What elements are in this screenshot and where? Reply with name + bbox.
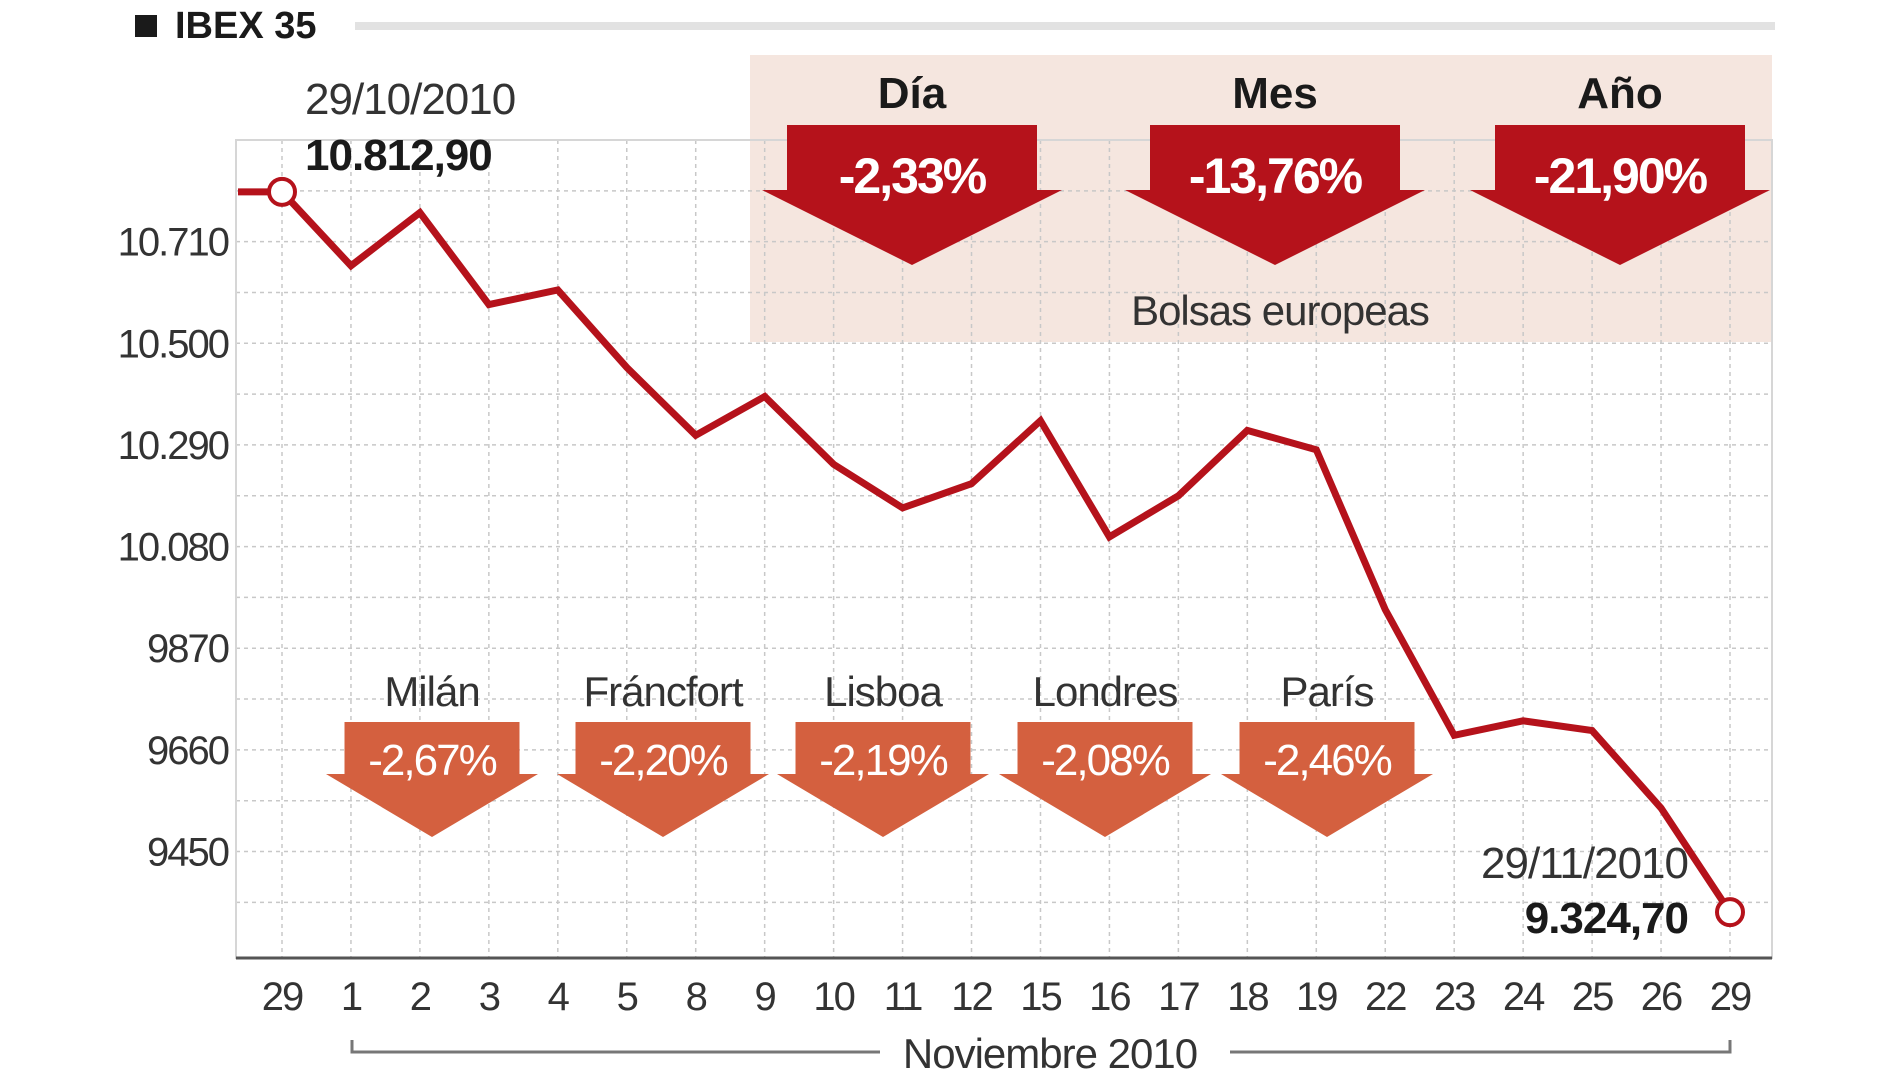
y-tick-label: 9450 — [147, 831, 229, 875]
y-tick-label: 9870 — [147, 627, 229, 671]
title-square-icon — [135, 15, 157, 37]
x-tick-label: 11 — [884, 975, 922, 1019]
market-name-label: Lisboa — [824, 668, 943, 715]
chart-grid — [236, 139, 1772, 958]
y-axis-ticks: 10.710 10.500 10.290 10.080 9870 9660 9450 — [118, 221, 231, 875]
x-tick-label: 4 — [548, 975, 570, 1019]
summary-down-arrow-icon — [1470, 125, 1770, 265]
market-name-label: Milán — [384, 668, 479, 715]
summary-down-arrow-icon — [1125, 125, 1425, 265]
x-tick-label: 17 — [1158, 975, 1199, 1019]
chart-title: IBEX 35 — [175, 5, 317, 47]
market-down-arrow-icon — [557, 722, 769, 837]
x-tick-label: 22 — [1365, 975, 1406, 1019]
summary-period-label: Mes — [1232, 69, 1318, 118]
y-tick-label: 10.080 — [118, 526, 229, 570]
market-down-arrow-icon — [777, 722, 989, 837]
x-tick-label: 18 — [1227, 975, 1268, 1019]
x-tick-label: 12 — [951, 975, 992, 1019]
x-axis-ticks: 29 1 2 3 4 5 8 9 10 11 12 15 16 17 18 19 22 23 24 25 26 29 — [262, 975, 1753, 1019]
summary-arrows: Día -2,33% Mes -13,76% Año -21,90% — [762, 69, 1770, 265]
market-arrows: Milán -2,67% Fráncfort -2,20% Lisboa -2,19% Lo… — [326, 668, 1433, 837]
x-tick-label: 26 — [1641, 975, 1682, 1019]
summary-period-label: Año — [1577, 69, 1663, 118]
x-tick-label: 3 — [479, 975, 500, 1019]
month-bracket — [350, 1040, 1732, 1054]
y-tick-label: 10.710 — [118, 221, 229, 265]
start-date-label: 29/10/2010 — [305, 75, 515, 124]
y-tick-label: 10.500 — [118, 322, 229, 366]
start-value-label: 10.812,90 — [305, 131, 492, 180]
x-tick-label: 23 — [1434, 975, 1475, 1019]
summary-change-value: -2,33% — [839, 148, 987, 204]
market-down-arrow-icon — [326, 722, 538, 837]
market-change-value: -2,20% — [599, 736, 727, 785]
y-tick-label: 10.290 — [118, 424, 229, 468]
market-name-label: París — [1280, 668, 1373, 715]
summary-period-label: Día — [878, 69, 947, 118]
x-axis-label: Noviembre 2010 — [903, 1030, 1197, 1069]
x-tick-label: 8 — [686, 975, 707, 1019]
x-tick-label: 29 — [262, 975, 303, 1019]
ibex35-series-line — [279, 189, 1733, 915]
market-down-arrow-icon — [999, 722, 1211, 837]
x-tick-label: 2 — [410, 975, 431, 1019]
x-tick-label: 9 — [755, 975, 776, 1019]
summary-title: Bolsas europeas — [1131, 287, 1429, 334]
x-tick-label: 25 — [1572, 975, 1613, 1019]
summary-change-value: -13,76% — [1189, 148, 1363, 204]
x-tick-label: 5 — [617, 975, 638, 1019]
end-point-marker — [1715, 897, 1745, 928]
title-rule — [355, 22, 1775, 30]
market-down-arrow-icon — [1221, 722, 1433, 837]
market-name-label: Londres — [1033, 668, 1178, 715]
x-tick-label: 24 — [1503, 975, 1545, 1019]
summary-down-arrow-icon — [762, 125, 1062, 265]
x-tick-label: 29 — [1710, 975, 1751, 1019]
x-tick-label: 15 — [1020, 975, 1061, 1019]
end-date-label: 29/11/2010 — [1481, 839, 1688, 888]
y-tick-label: 9660 — [147, 729, 229, 773]
market-change-value: -2,19% — [819, 736, 947, 785]
x-tick-label: 16 — [1089, 975, 1130, 1019]
market-change-value: -2,67% — [368, 736, 496, 785]
x-tick-label: 1 — [341, 975, 362, 1019]
x-tick-label: 10 — [813, 975, 854, 1019]
market-change-value: -2,08% — [1041, 736, 1169, 785]
end-value-label: 9.324,70 — [1525, 894, 1688, 943]
start-point-marker — [267, 176, 297, 207]
market-name-label: Fráncfort — [583, 668, 743, 715]
market-change-value: -2,46% — [1263, 736, 1391, 785]
x-tick-label: 19 — [1296, 975, 1337, 1019]
summary-change-value: -21,90% — [1534, 148, 1708, 204]
